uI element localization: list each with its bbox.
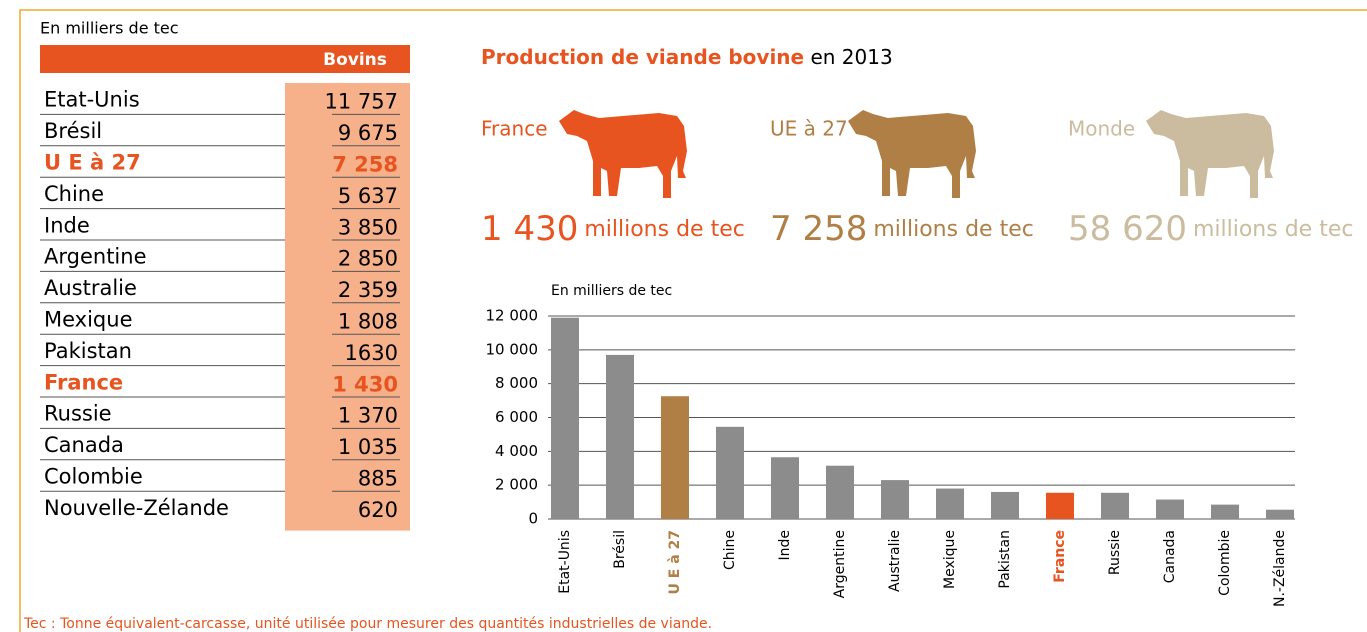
item-value: 7 258 [770, 209, 867, 249]
row-name: Chine [44, 182, 104, 206]
row-name: Russie [44, 402, 112, 426]
bar [936, 488, 964, 519]
row-value: 885 [358, 467, 398, 491]
x-tick-label: Argentine [832, 530, 848, 598]
table-header [40, 45, 410, 73]
row-name: Nouvelle-Zélande [44, 496, 229, 520]
row-name: U E à 27 [44, 151, 141, 175]
item-value: 58 620 [1068, 209, 1187, 249]
bar [716, 426, 744, 519]
y-tick-label: 0 [528, 510, 538, 528]
bar [826, 465, 854, 519]
x-tick-label: Chine [722, 530, 738, 570]
item-figure: 7 258 millions de tec [770, 209, 1034, 249]
value-column [285, 83, 410, 531]
x-tick-label: Inde [777, 530, 793, 561]
x-tick-label: France [1052, 530, 1068, 583]
row-value: 1 035 [338, 435, 398, 459]
bar [991, 491, 1019, 519]
item-figure: 1 430 millions de tec [481, 209, 745, 249]
row-name: France [44, 370, 123, 394]
row-value: 7 258 [332, 153, 398, 177]
row-value: 1 430 [332, 372, 398, 396]
x-tick-label: Canada [1162, 530, 1178, 583]
bar [1211, 504, 1239, 519]
frame [19, 9, 1367, 632]
cow-icon [1146, 110, 1274, 198]
item-label: France [481, 117, 548, 141]
title-bold: Production de viande bovine [481, 45, 804, 69]
x-tick-label: Australie [887, 530, 903, 592]
bar [606, 354, 634, 519]
item-label: UE à 27 [770, 117, 848, 141]
cow-icon [848, 110, 976, 198]
x-tick-label: U E à 27 [667, 530, 683, 594]
row-name: Etat-Unis [44, 88, 140, 112]
row-value: 1 808 [338, 310, 398, 334]
footnote: Tec : Tonne équivalent-carcasse, unité u… [23, 616, 712, 632]
bar [1101, 492, 1129, 519]
bar [661, 396, 689, 519]
row-name: Inde [44, 213, 90, 237]
item-label: Monde [1068, 117, 1135, 141]
item-figure: 58 620 millions de tec [1068, 209, 1353, 249]
row-name: Mexique [44, 308, 133, 332]
summary-title: Production de viande bovine en 2013 [481, 45, 893, 69]
item-unit: millions de tec [1193, 217, 1354, 242]
header-label: Bovins [323, 50, 387, 70]
y-tick-label: 4 000 [495, 442, 538, 460]
row-value: 9 675 [338, 121, 398, 145]
row-value: 3 850 [338, 215, 398, 239]
bar [1046, 492, 1074, 519]
bar [771, 457, 799, 519]
x-tick-label: N.-Zélande [1272, 530, 1288, 607]
row-name: Colombie [44, 465, 143, 489]
x-tick-label: Colombie [1217, 530, 1233, 596]
item-unit: millions de tec [584, 217, 745, 242]
bar [551, 317, 579, 519]
row-name: Brésil [44, 119, 102, 143]
item-value: 1 430 [481, 209, 578, 249]
title-rest: en 2013 [810, 45, 892, 69]
x-tick-label: Etat-Unis [557, 530, 573, 594]
cow-icon [559, 110, 687, 198]
y-tick-label: 10 000 [486, 340, 539, 358]
row-value: 620 [358, 498, 398, 522]
bar [1266, 509, 1294, 519]
y-tick-label: 12 000 [486, 307, 539, 325]
row-name: Canada [44, 433, 124, 457]
x-tick-label: Pakistan [997, 530, 1013, 589]
row-name: Pakistan [44, 339, 132, 363]
x-tick-label: Brésil [612, 530, 628, 569]
row-value: 11 757 [325, 90, 398, 114]
row-name: Australie [44, 276, 137, 300]
y-tick-label: 2 000 [495, 476, 538, 494]
y-tick-label: 6 000 [495, 408, 538, 426]
row-name: Argentine [44, 245, 147, 269]
y-axis-label: En milliers de tec [551, 283, 672, 299]
x-tick-label: Mexique [942, 530, 958, 589]
item-unit: millions de tec [873, 217, 1034, 242]
row-value: 5 637 [338, 184, 398, 208]
table-caption: En milliers de tec [40, 19, 179, 38]
x-tick-label: Russie [1107, 530, 1123, 575]
row-value: 1630 [345, 341, 398, 365]
row-value: 2 850 [338, 247, 398, 271]
bar [881, 480, 909, 519]
row-value: 1 370 [338, 404, 398, 428]
y-tick-label: 8 000 [495, 374, 538, 392]
bar [1156, 499, 1184, 519]
row-value: 2 359 [338, 278, 398, 302]
